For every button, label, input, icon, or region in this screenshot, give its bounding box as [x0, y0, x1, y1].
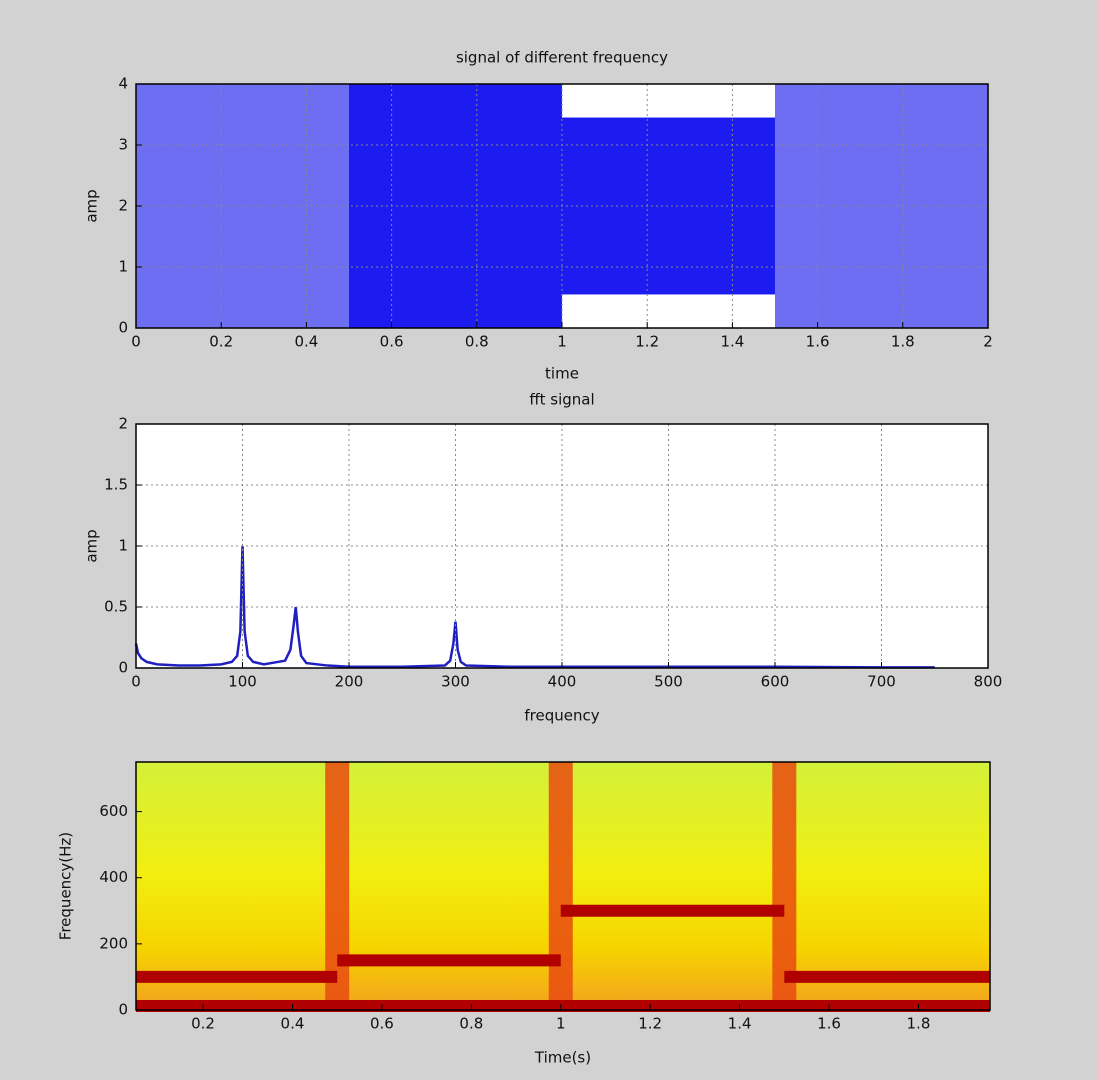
y-tick-label: 3	[118, 136, 128, 154]
y-tick-label: 0.5	[104, 598, 128, 616]
x-axis-label: frequency	[524, 707, 599, 725]
y-tick-label: 2	[118, 415, 128, 433]
transition-band	[548, 762, 573, 1010]
y-tick-label: 1.5	[104, 476, 128, 494]
x-axis-label: Time(s)	[534, 1049, 591, 1067]
x-tick-label: 600	[761, 673, 790, 691]
y-tick-label: 600	[99, 802, 128, 820]
x-tick-label: 1.2	[638, 1015, 662, 1033]
x-tick-label: 1.6	[817, 1015, 841, 1033]
x-tick-label: 0.6	[380, 333, 404, 351]
x-tick-label: 1.8	[891, 333, 915, 351]
x-tick-label: 400	[548, 673, 577, 691]
y-axis-label: amp	[83, 529, 101, 562]
x-tick-label: 800	[974, 673, 1003, 691]
y-tick-label: 200	[99, 934, 128, 952]
x-tick-label: 0.4	[281, 1015, 305, 1033]
transition-band	[325, 762, 350, 1010]
y-tick-label: 400	[99, 868, 128, 886]
signal-band	[349, 84, 562, 328]
x-tick-label: 200	[335, 673, 364, 691]
transition-band	[772, 762, 797, 1010]
x-tick-label: 0.4	[294, 333, 318, 351]
x-tick-label: 1.2	[635, 333, 659, 351]
x-tick-label: 0	[131, 333, 141, 351]
x-tick-label: 1.4	[720, 333, 744, 351]
y-tick-label: 4	[118, 75, 128, 93]
y-tick-label: 1	[118, 258, 128, 276]
fft-line	[134, 545, 935, 669]
x-axis-label: time	[545, 365, 579, 383]
y-tick-label: 0	[118, 1001, 128, 1019]
x-tick-label: 100	[228, 673, 257, 691]
x-tick-label: 700	[867, 673, 896, 691]
x-tick-label: 1.4	[728, 1015, 752, 1033]
x-tick-label: 1	[556, 1015, 566, 1033]
x-tick-label: 0.2	[191, 1015, 215, 1033]
x-tick-label: 500	[654, 673, 683, 691]
x-tick-label: 0	[131, 673, 141, 691]
x-tick-label: 1	[557, 333, 567, 351]
x-tick-label: 300	[441, 673, 470, 691]
y-tick-label: 1	[118, 537, 128, 555]
axes-frame	[135, 423, 989, 669]
y-axis-label: amp	[83, 189, 101, 222]
x-tick-label: 1.6	[806, 333, 830, 351]
x-tick-label: 0.8	[459, 1015, 483, 1033]
y-tick-label: 0	[118, 659, 128, 677]
x-tick-label: 0.8	[465, 333, 489, 351]
y-tick-label: 0	[118, 319, 128, 337]
x-tick-label: 1.8	[907, 1015, 931, 1033]
y-axis-label: Frequency(Hz)	[57, 832, 75, 940]
axes-frame	[135, 83, 989, 329]
axes-frame	[135, 761, 991, 1011]
x-tick-label: 0.6	[370, 1015, 394, 1033]
x-tick-label: 0.2	[209, 333, 233, 351]
x-tick-label: 2	[983, 333, 993, 351]
signal-band	[562, 117, 775, 295]
chart-title: fft signal	[529, 391, 594, 409]
y-tick-label: 2	[118, 197, 128, 215]
chart-title: signal of different frequency	[456, 49, 668, 67]
